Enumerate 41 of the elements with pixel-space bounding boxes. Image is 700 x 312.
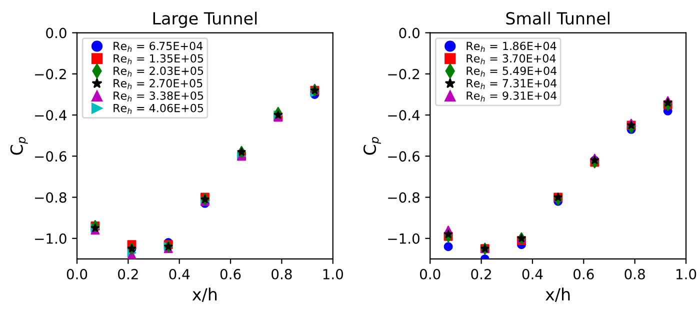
legend-label: Re$_{h}$ = 5.49E+04	[466, 66, 557, 77]
y-tick-label: −0.4	[388, 110, 420, 120]
y-axis-title: C$_{p}$	[363, 137, 381, 155]
y-tick-label: 0.0	[46, 28, 66, 38]
y-tick-label: −1.0	[35, 233, 66, 244]
x-tick-label: 0.6	[574, 268, 594, 280]
legend-label: Re$_{h}$ = 9.31E+04	[466, 91, 557, 102]
y-tick-label: −1.0	[388, 233, 420, 244]
chart-title: Large Tunnel	[153, 12, 257, 28]
x-axis-title: x/h	[192, 288, 217, 302]
y-tick-label: −0.8	[388, 192, 420, 203]
y-tick-label: −0.2	[35, 68, 66, 80]
legend-label: Re$_{h}$ = 3.38E+05	[114, 91, 204, 102]
legend-label: Re$_{h}$ = 1.86E+04	[466, 42, 556, 52]
y-tick-label: −0.2	[388, 68, 420, 80]
y-tick-label: −0.6	[388, 151, 420, 162]
x-tick-label: 1.0	[323, 268, 344, 280]
y-tick-label: −0.8	[35, 192, 66, 203]
x-tick-label: 0.4	[169, 268, 190, 280]
y-axis-title: C$_{p}$	[10, 137, 28, 155]
x-tick-label: 0.0	[66, 268, 88, 280]
x-tick-label: 0.0	[420, 268, 440, 280]
legend-label: Re$_{h}$ = 2.70E+05	[114, 79, 202, 90]
x-axis-title: x/h	[546, 288, 570, 302]
legend-label: Re$_{h}$ = 2.03E+05	[114, 66, 204, 77]
y-tick-label: −0.4	[35, 110, 66, 120]
x-tick-label: 0.2	[471, 268, 491, 280]
y-tick-label: −0.6	[35, 151, 66, 162]
legend-label: Re$_{h}$ = 7.31E+04	[466, 79, 557, 90]
legend-label: Re$_{h}$ = 6.75E+04	[114, 42, 203, 52]
x-tick-label: 0.8	[624, 268, 645, 280]
chart-title: Small Tunnel	[506, 12, 610, 25]
legend-label: Re$_{h}$ = 4.06E+05	[114, 104, 204, 114]
y-tick-label: 0.0	[399, 28, 420, 38]
legend-label: Re$_{h}$ = 1.35E+05	[114, 54, 204, 64]
x-tick-label: 0.8	[272, 268, 292, 280]
x-tick-label: 0.2	[118, 268, 138, 280]
x-tick-label: 0.6	[220, 268, 241, 280]
x-tick-label: 0.4	[522, 268, 543, 280]
x-tick-label: 1.0	[676, 268, 696, 280]
legend-label: Re$_{h}$ = 3.70E+04	[466, 54, 556, 64]
